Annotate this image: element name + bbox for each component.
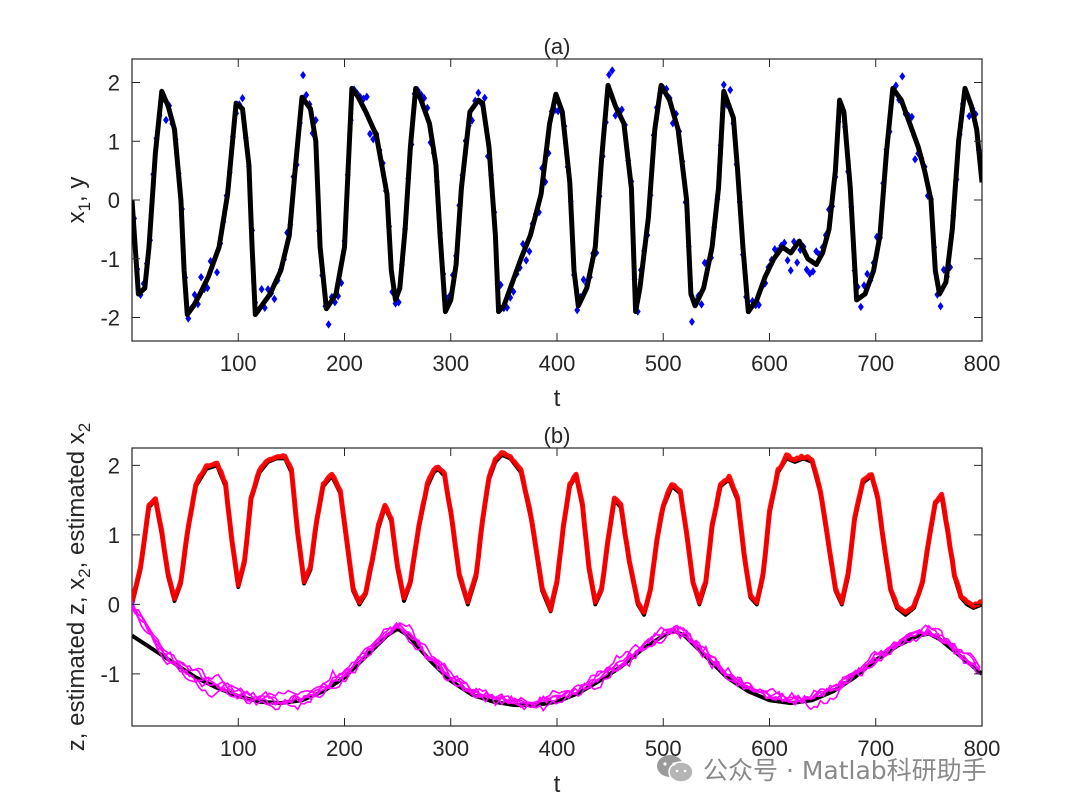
x-tick-label: 600 — [751, 351, 788, 376]
panel-b-x-label: t — [554, 771, 561, 798]
observation-point — [606, 70, 613, 79]
panel-b-x-ticks: 100 200 300 400 500 600 700 800 — [220, 448, 1000, 761]
observation-point — [163, 115, 169, 125]
observation-point — [727, 85, 734, 95]
panel-a-x-ticks: 100 200 300 400 500 600 700 800 — [220, 59, 1000, 376]
estimated-z-line — [132, 600, 981, 711]
watermark: 公众号 · Matlab科研助手 — [655, 752, 987, 786]
observation-point — [698, 300, 705, 309]
observation-point — [300, 70, 307, 80]
observation-point — [580, 275, 587, 284]
panel-b-y-label-base: z, estimated z, x — [63, 578, 90, 751]
observation-point — [609, 66, 616, 75]
x-tick-label: 100 — [220, 736, 257, 761]
panel-b-title: (b) — [544, 423, 571, 448]
x-tick-label: 600 — [751, 736, 788, 761]
y-tick-label: 2 — [108, 71, 120, 96]
x-tick-label: 400 — [539, 736, 576, 761]
observation-point — [937, 302, 944, 311]
observation-point — [794, 258, 801, 267]
observation-point — [523, 256, 530, 265]
observation-point — [325, 320, 332, 329]
y-tick-label: -1 — [100, 247, 120, 272]
x-tick-label: 500 — [645, 351, 682, 376]
x-tick-label: 300 — [432, 736, 469, 761]
y-tick-label: -1 — [100, 662, 120, 687]
observation-point — [367, 129, 373, 139]
observation-point — [421, 93, 428, 103]
observation-point — [784, 256, 791, 265]
observation-point — [899, 72, 906, 81]
observation-point — [424, 103, 431, 113]
observation-point — [720, 80, 727, 89]
observation-point — [475, 88, 482, 97]
panel-b-y-ticks: -1 0 1 2 — [100, 453, 982, 687]
true-state-line — [132, 82, 982, 318]
observation-point — [688, 317, 695, 326]
observation-point — [803, 265, 810, 274]
y-tick-label: 0 — [108, 592, 120, 617]
y-tick-label: 0 — [108, 188, 120, 213]
y-tick-label: 1 — [108, 129, 120, 154]
panel-b-plot-area — [132, 450, 982, 713]
observation-point — [258, 285, 265, 294]
observation-point — [214, 268, 220, 277]
observation-point — [198, 272, 205, 282]
estimated-z-line — [132, 607, 981, 713]
panel-a-y-label-sub: 1 — [75, 202, 94, 211]
x-tick-label: 300 — [432, 351, 469, 376]
x-tick-label: 100 — [220, 351, 257, 376]
y-tick-label: 2 — [108, 453, 120, 478]
estimated-z-line — [132, 604, 981, 706]
panel-a-y-label-base: x — [63, 211, 90, 223]
y-tick-label: -2 — [100, 306, 120, 331]
observation-point — [864, 269, 871, 279]
wechat-icon — [657, 755, 694, 783]
y-tick-label: 1 — [108, 523, 120, 548]
observation-point — [303, 90, 310, 100]
observation-point — [810, 267, 817, 276]
x-tick-label: 200 — [326, 736, 363, 761]
panel-a-y-ticks: -2 -1 0 1 2 — [100, 71, 982, 331]
x-tick-label: 800 — [964, 351, 1001, 376]
x-tick-label: 700 — [857, 736, 894, 761]
panel-a-y-label: x1, y — [63, 177, 94, 224]
panel-a-plot-area — [132, 66, 982, 329]
observation-point — [363, 92, 370, 101]
observation-point — [526, 247, 533, 256]
watermark-text: 公众号 · Matlab科研助手 — [703, 756, 987, 785]
panel-a-title: (a) — [544, 34, 571, 59]
panel-b-y-label: z, estimated z, x2, estimated x2 — [63, 423, 94, 751]
panel-a-x-label: t — [554, 385, 561, 412]
panel-a: (a) 100 200 300 400 500 600 700 800 -2 -1 0 1 2 t x… — [63, 34, 1000, 412]
panel-a-y-label-rest: , y — [63, 177, 90, 202]
observation-point — [481, 93, 488, 103]
x-tick-label: 700 — [857, 351, 894, 376]
observation-point — [787, 266, 794, 275]
observation-point — [912, 155, 919, 164]
estimated-x2-line — [132, 450, 982, 615]
x-tick-label: 400 — [539, 351, 576, 376]
observation-point — [271, 294, 278, 304]
observation-point — [239, 93, 246, 103]
observation-point — [857, 302, 864, 312]
x-tick-label: 200 — [326, 351, 363, 376]
x-tick-label: 800 — [964, 736, 1001, 761]
